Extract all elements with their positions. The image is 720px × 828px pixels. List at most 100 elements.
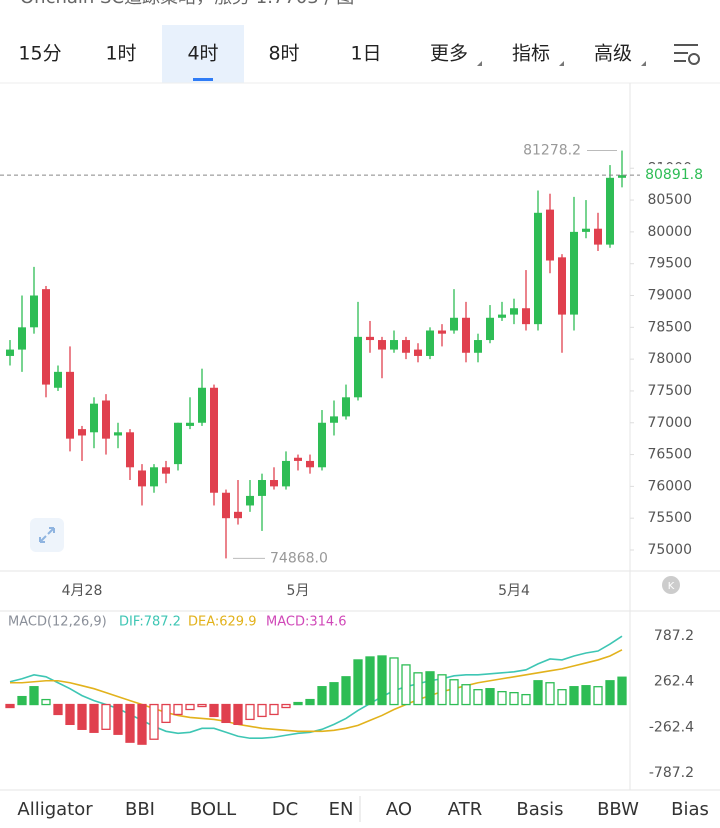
tab[interactable]: 更多 xyxy=(430,43,468,65)
macd-bar xyxy=(65,703,75,726)
y-tick-label: 80500 xyxy=(647,192,692,208)
macd-bar xyxy=(149,703,159,740)
indicator-tab[interactable]: ATR xyxy=(448,799,482,820)
macd-bar xyxy=(317,686,327,706)
candle-body xyxy=(618,175,626,178)
macd-bar xyxy=(209,703,219,718)
svg-text:K: K xyxy=(668,581,675,592)
tab[interactable]: 15分 xyxy=(18,43,61,65)
candle-body xyxy=(606,177,614,245)
candle-body xyxy=(498,314,506,318)
macd-bar xyxy=(5,703,15,709)
macd-bar xyxy=(581,685,591,706)
dropdown-caret xyxy=(559,61,564,66)
candle-body xyxy=(90,403,98,433)
tab[interactable]: 8时 xyxy=(268,43,299,65)
candle-body xyxy=(126,432,134,468)
indicator-tab[interactable]: BBI xyxy=(125,799,155,820)
candle-body xyxy=(42,289,50,385)
tab[interactable]: 1时 xyxy=(105,43,136,65)
y-tick-label: 79500 xyxy=(647,256,692,272)
macd-bar xyxy=(293,701,303,706)
macd-bar xyxy=(389,657,399,706)
k-icon[interactable]: K xyxy=(662,576,680,594)
candle-body xyxy=(258,480,266,496)
indicator-tab[interactable]: BBW xyxy=(597,799,639,820)
macd-bar xyxy=(341,676,351,706)
macd-bar xyxy=(185,703,195,711)
header-text: Onchain SC追踪策略，涨势 1.7703 / 图 xyxy=(20,0,354,8)
macd-bar xyxy=(509,691,519,706)
candle-body xyxy=(354,336,362,398)
y-tick-label: 75000 xyxy=(647,542,692,558)
indicator-tab[interactable]: DC xyxy=(272,799,298,820)
candle-body xyxy=(366,336,374,341)
macd-line xyxy=(10,649,623,733)
macd-bar xyxy=(521,693,531,706)
y-tick-label: 787.2 xyxy=(654,628,694,644)
macd-bar xyxy=(173,703,183,716)
candle-body xyxy=(78,429,86,436)
candle-body xyxy=(54,371,62,388)
y-tick-label: 75500 xyxy=(647,510,692,526)
tab-underline xyxy=(193,78,213,81)
macd-bar xyxy=(17,695,27,706)
x-tick-label: 4月28 xyxy=(62,583,103,599)
macd-bar xyxy=(605,680,615,706)
macd-bar xyxy=(449,679,459,706)
low-label: 74868.0 xyxy=(270,550,328,566)
candle-chart: 75000 75500 76000 76500 77000 77500 78000 78500… xyxy=(0,143,706,599)
macd-bar xyxy=(89,703,99,733)
macd-bar xyxy=(461,684,471,706)
candle-body xyxy=(462,317,470,353)
macd-bar xyxy=(269,703,279,716)
macd-chart: MACD(12,26,9) DIF:787.2 DEA:629.9 MACD:314.… xyxy=(5,615,694,781)
candle-body xyxy=(522,308,530,325)
indicator-tab[interactable]: BOLL xyxy=(190,799,236,820)
candle-body xyxy=(450,317,458,331)
macd-bar xyxy=(281,703,291,709)
settings-icon[interactable] xyxy=(674,44,700,65)
tab[interactable]: 4时 xyxy=(187,43,218,65)
legend-entry: DIF:787.2 xyxy=(119,615,181,630)
macd-bar xyxy=(29,686,39,706)
tab[interactable]: 高级 xyxy=(594,43,632,65)
candle-body xyxy=(570,231,578,315)
candle-body xyxy=(102,400,110,439)
candle-body xyxy=(210,387,218,493)
candle-body xyxy=(6,349,14,356)
macd-bar xyxy=(413,672,423,706)
macd-bar xyxy=(365,656,375,706)
candle-body xyxy=(486,317,494,341)
candle-body xyxy=(162,467,170,474)
macd-bar xyxy=(485,688,495,706)
macd-bar xyxy=(77,703,87,730)
active-tab-bg xyxy=(162,25,244,83)
macd-bar xyxy=(233,703,243,726)
candle-body xyxy=(150,467,158,487)
y-tick-label: 77000 xyxy=(647,415,692,431)
zoom-icon[interactable] xyxy=(30,518,64,552)
candle-body xyxy=(66,371,74,439)
y-tick-label: -787.2 xyxy=(649,765,694,781)
indicator-tab[interactable]: EN xyxy=(329,799,354,820)
candle-body xyxy=(330,416,338,423)
tab[interactable]: 1日 xyxy=(350,43,381,65)
x-tick-label: 5月 xyxy=(287,583,310,599)
macd-bar xyxy=(305,698,315,706)
tab[interactable]: 指标 xyxy=(512,43,550,65)
macd-bar xyxy=(113,703,123,735)
candle-body xyxy=(306,460,314,468)
indicator-tab[interactable]: Bias xyxy=(671,799,709,820)
indicator-tab[interactable]: Alligator xyxy=(17,799,93,820)
candle-body xyxy=(510,308,518,315)
macd-bar xyxy=(533,680,543,706)
macd-bar xyxy=(377,655,387,706)
candle-body xyxy=(426,330,434,356)
indicator-tab[interactable]: Basis xyxy=(516,799,563,820)
indicator-tab[interactable]: AO xyxy=(386,799,412,820)
macd-bar xyxy=(401,664,411,706)
macd-bar xyxy=(617,676,627,706)
macd-bar xyxy=(329,682,339,706)
